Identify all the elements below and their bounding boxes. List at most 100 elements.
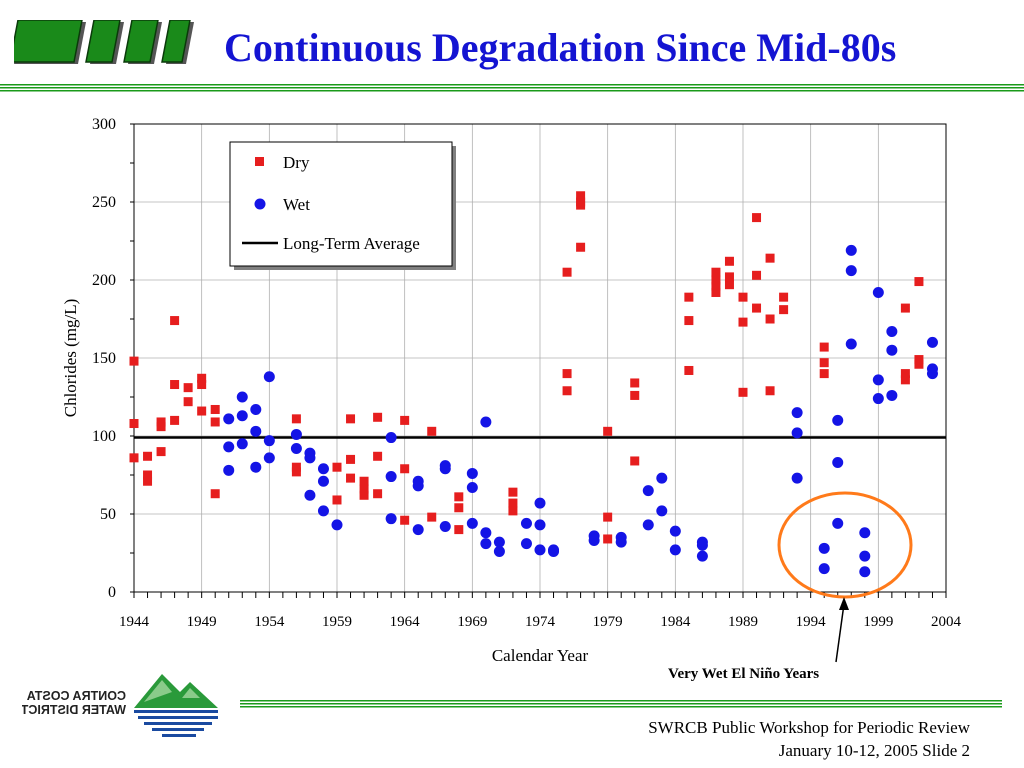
dry-point — [562, 386, 572, 396]
dry-point — [332, 462, 342, 472]
dry-point — [603, 426, 613, 436]
dry-point — [332, 495, 342, 505]
dry-point — [724, 272, 734, 282]
dry-point — [210, 489, 220, 499]
dry-point — [711, 281, 721, 291]
wet-point — [845, 338, 857, 350]
wet-point — [223, 441, 235, 453]
wet-point — [493, 545, 505, 557]
dry-point — [900, 303, 910, 313]
dry-point — [210, 404, 220, 414]
dry-point — [346, 414, 356, 424]
dry-point — [752, 303, 762, 313]
dry-point — [603, 512, 613, 522]
wet-point — [412, 480, 424, 492]
dry-point — [576, 200, 586, 210]
dry-point — [291, 462, 301, 472]
y-tick-label: 50 — [100, 506, 116, 523]
dry-point — [170, 415, 180, 425]
x-tick-label: 1999 — [863, 614, 893, 630]
wet-point — [250, 461, 262, 473]
dry-point — [630, 378, 640, 388]
dry-point — [711, 287, 721, 297]
wet-point — [385, 513, 397, 525]
wet-point — [845, 265, 857, 277]
dry-point — [291, 467, 301, 477]
dry-point — [359, 476, 369, 486]
wet-point — [290, 428, 302, 440]
wet-point — [236, 391, 248, 403]
wet-point — [669, 544, 681, 556]
data-points — [129, 191, 938, 578]
wet-point — [832, 414, 844, 426]
wet-point — [520, 538, 532, 550]
y-tick-labels: 0 50 100 150 200 250 300 — [92, 116, 116, 601]
wet-point — [588, 535, 600, 547]
dry-point — [765, 314, 775, 324]
y-tick-label: 300 — [92, 116, 116, 133]
wet-point — [520, 517, 532, 529]
dry-point — [508, 506, 518, 516]
wet-point — [317, 463, 329, 475]
dry-point — [819, 342, 829, 352]
dry-point — [724, 256, 734, 266]
wet-point — [480, 527, 492, 539]
dry-point — [143, 470, 153, 480]
legend-dry-marker — [255, 157, 264, 166]
wet-point — [548, 545, 560, 557]
wet-point — [304, 489, 316, 501]
footer-event: SWRCB Public Workshop for Periodic Revie… — [648, 718, 970, 737]
wet-point — [439, 520, 451, 532]
footer-date-slide: January 10-12, 2005 Slide 2 — [778, 741, 970, 760]
wet-point — [656, 505, 668, 517]
dry-point — [454, 525, 464, 535]
dry-point — [819, 358, 829, 368]
dry-point — [143, 451, 153, 461]
wet-point — [926, 368, 938, 380]
annotation-arrow-line — [835, 603, 845, 663]
dry-point — [900, 369, 910, 379]
wet-point — [466, 517, 478, 529]
wet-point — [480, 538, 492, 550]
dry-point — [576, 191, 586, 201]
y-tick-label: 150 — [92, 350, 116, 367]
dry-point — [562, 369, 572, 379]
wet-point — [791, 407, 803, 419]
dry-point — [400, 464, 410, 474]
dry-point — [562, 267, 572, 277]
dry-point — [400, 515, 410, 525]
wet-point — [317, 505, 329, 517]
x-tick-label: 1969 — [457, 614, 487, 630]
dry-point — [738, 292, 748, 302]
x-tick-label: 1944 — [119, 614, 150, 630]
x-tick-label: 1949 — [187, 614, 217, 630]
dry-point — [630, 456, 640, 466]
wet-point — [385, 432, 397, 444]
x-tick-label: 1994 — [796, 614, 827, 630]
dry-point — [143, 476, 153, 486]
x-tick-labels: 1944 1949 1954 1959 1964 1969 1974 1979 1984 1989… — [119, 614, 962, 630]
dry-point — [752, 270, 762, 280]
dry-point — [508, 487, 518, 497]
dry-point — [373, 489, 383, 499]
wet-point — [696, 539, 708, 551]
el-nino-annotation: Very Wet El Niño Years — [668, 666, 820, 682]
dry-point — [454, 503, 464, 513]
el-nino-highlight-circle — [777, 491, 913, 599]
wet-point — [331, 519, 343, 531]
wet-point — [656, 472, 668, 484]
dry-point — [183, 383, 193, 393]
y-tick-label: 100 — [92, 428, 116, 445]
x-tick-label: 1989 — [728, 614, 758, 630]
dry-point — [603, 534, 613, 544]
dry-point — [508, 498, 518, 508]
dry-point — [129, 419, 139, 429]
legend-wet-label: Wet — [283, 195, 310, 214]
wet-point — [832, 517, 844, 529]
wet-point — [669, 525, 681, 537]
dry-point — [427, 426, 437, 436]
logo-text-line2: WATER DISTRICT — [22, 703, 126, 717]
wet-point — [250, 425, 262, 437]
y-tick-label: 0 — [108, 584, 116, 601]
